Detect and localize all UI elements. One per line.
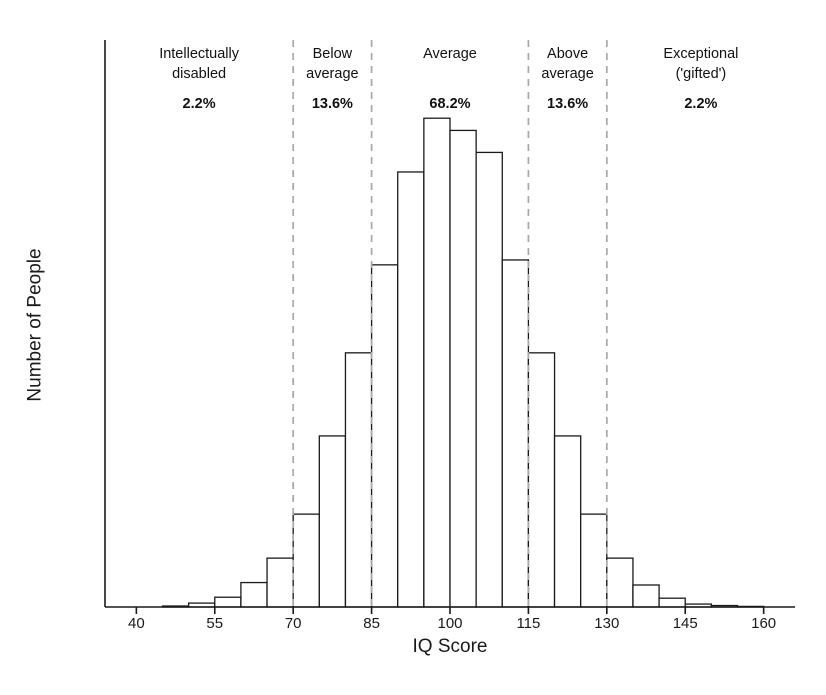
x-axis-title: IQ Score — [412, 636, 488, 657]
histogram-bar — [501, 259, 530, 608]
region-name-line: Average — [423, 46, 477, 62]
region-percentage: 68.2% — [429, 96, 471, 112]
histogram-bar — [475, 151, 503, 608]
region-name-line: average — [306, 66, 359, 82]
histogram-bar — [527, 352, 556, 608]
histogram-bar — [423, 117, 451, 608]
histogram-bar — [370, 264, 399, 608]
histogram-bar — [580, 513, 608, 608]
histogram-bar — [553, 435, 582, 608]
region-percentage: 2.2% — [684, 96, 718, 112]
histogram-bar — [397, 171, 425, 608]
region-percentage: 2.2% — [182, 96, 216, 112]
region-label-intellectually-disabled: Intellectually disabled 2.2% — [105, 44, 293, 120]
x-tick-label-145: 145 — [672, 615, 698, 632]
x-tick-label-85: 85 — [363, 615, 380, 632]
region-name-line: average — [541, 66, 594, 82]
x-tick-label-40: 40 — [128, 615, 145, 632]
histogram-bar — [266, 557, 294, 608]
region-name-line: Exceptional — [663, 46, 739, 62]
region-percentage: 13.6% — [311, 96, 353, 112]
histogram-bar — [292, 513, 320, 608]
histogram-bar — [449, 129, 477, 608]
x-tick-label-70: 70 — [284, 615, 302, 632]
region-label-below-average: Below average 13.6% — [293, 44, 371, 120]
region-name-line: Above — [547, 46, 589, 62]
histogram-bar — [344, 352, 373, 608]
region-name-line: ('gifted') — [675, 66, 727, 82]
x-tick-label-160: 160 — [751, 615, 777, 632]
histogram-bar — [214, 596, 242, 608]
region-name-line: disabled — [172, 66, 227, 82]
x-tick-label-115: 115 — [516, 615, 541, 632]
histogram-bar — [632, 584, 660, 608]
region-percentage: 13.6% — [547, 96, 589, 112]
region-name-line: Intellectually — [159, 46, 239, 62]
histogram-bar — [606, 557, 634, 608]
histogram-bar — [658, 597, 686, 608]
region-name-line: Below — [312, 46, 353, 62]
y-axis-title: Number of People — [24, 248, 46, 402]
region-label-average: Average 68.2% — [372, 44, 529, 120]
region-label-exceptional-gifted: Exceptional ('gifted') 2.2% — [607, 44, 795, 120]
histogram-bar — [318, 435, 347, 608]
x-tick-label-100: 100 — [437, 615, 463, 632]
histogram-bar — [240, 581, 268, 608]
x-tick-label-130: 130 — [594, 615, 620, 632]
x-tick-label-55: 55 — [206, 615, 224, 632]
region-label-above-average: Above average 13.6% — [528, 44, 606, 120]
